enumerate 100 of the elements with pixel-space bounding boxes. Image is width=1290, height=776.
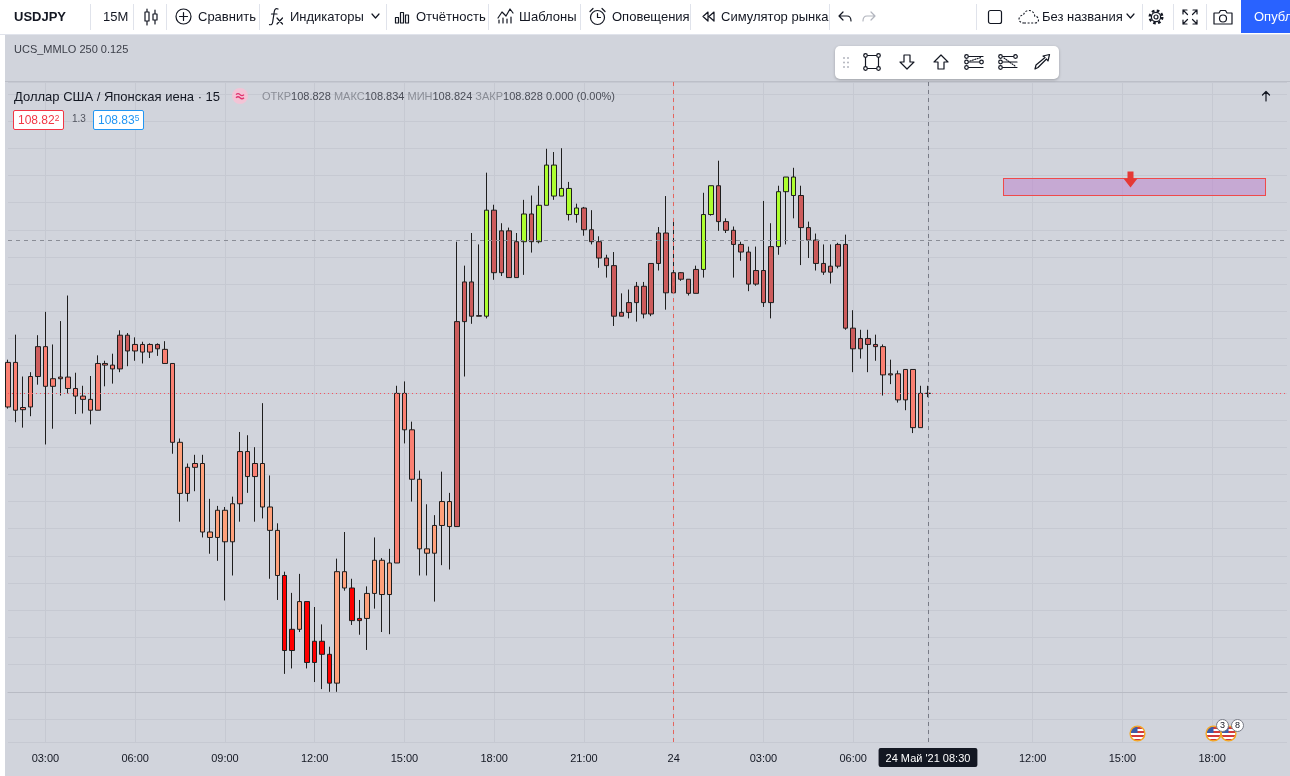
candlestick xyxy=(237,431,243,523)
candlestick xyxy=(551,151,557,201)
candlestick xyxy=(589,209,594,245)
candlestick xyxy=(514,232,519,279)
text: Без названия xyxy=(1042,9,1123,25)
candlestick xyxy=(13,334,18,423)
candlestick xyxy=(918,385,923,429)
candlestick xyxy=(327,646,332,693)
text: Шаблоны xyxy=(519,9,577,25)
candlestick xyxy=(476,243,482,317)
candlestick xyxy=(132,336,138,362)
x-tick-label: 03:00 xyxy=(749,751,778,764)
candlestick xyxy=(678,271,684,282)
text: USDJPY xyxy=(14,9,67,25)
candlestick xyxy=(753,246,759,287)
x-tick-label: 06:00 xyxy=(121,751,149,764)
candlestick xyxy=(394,385,400,564)
x-tick-label: 21:00 xyxy=(570,751,598,764)
candlestick xyxy=(177,438,183,523)
candlestick xyxy=(215,505,220,562)
candlestick xyxy=(850,309,856,373)
candlestick xyxy=(806,221,811,259)
candlestick xyxy=(895,370,901,404)
candlestick xyxy=(5,359,11,410)
candlestick xyxy=(417,470,422,576)
candlestick xyxy=(596,235,602,269)
candlestick xyxy=(372,536,377,610)
candlestick xyxy=(125,332,130,367)
x-tick-label: 24 xyxy=(667,751,680,764)
candlestick xyxy=(402,380,407,444)
candlestick xyxy=(462,265,467,378)
candlestick xyxy=(843,234,848,331)
candlestick xyxy=(73,372,78,415)
candlestick xyxy=(723,217,729,234)
candlestick xyxy=(663,195,669,311)
chart-title: Доллар США / Японская иена · 15 xyxy=(14,88,221,104)
candlestick xyxy=(319,623,325,690)
x-tick-label: 09:00 xyxy=(211,751,239,764)
candlestick xyxy=(364,585,370,651)
text: 15M xyxy=(103,9,129,25)
candlestick xyxy=(835,242,841,269)
candlestick xyxy=(387,548,392,635)
candlestick xyxy=(454,241,460,528)
candlestick xyxy=(304,601,310,669)
candlestick xyxy=(865,329,871,373)
text: 1.3 xyxy=(72,113,86,125)
candlestick xyxy=(357,599,362,636)
x-tick-label: 12:00 xyxy=(300,751,329,764)
text: Отчётность xyxy=(416,9,486,25)
candlestick xyxy=(701,192,706,279)
candlestick xyxy=(342,531,347,592)
text: 108.82$^{2}$ xyxy=(13,110,65,130)
candlestick xyxy=(140,341,145,364)
candlestick xyxy=(521,199,527,276)
candlestick xyxy=(716,160,721,232)
candlestick xyxy=(207,498,213,555)
candlestick xyxy=(656,226,661,272)
candlestick xyxy=(768,222,774,319)
candlestick xyxy=(574,203,579,224)
candlestick xyxy=(349,578,355,626)
candlestick xyxy=(693,265,699,294)
candlestick xyxy=(791,167,796,219)
text: Индикаторы xyxy=(290,9,364,25)
candlestick xyxy=(170,362,175,455)
text: Оповещения xyxy=(612,9,690,25)
chart-subtitle: ОТКР108.828 МАКС108.834 МИН108.824 ЗАКР108.828 0.000 (0.00%) xyxy=(262,90,615,102)
candlestick xyxy=(746,246,751,292)
x-tick-label: 15:00 xyxy=(1108,751,1137,764)
candlestick xyxy=(828,243,833,285)
candlestick xyxy=(536,185,542,244)
candlestick xyxy=(821,243,826,276)
candlestick xyxy=(491,204,497,281)
text: Сравнить xyxy=(198,9,256,25)
candlestick xyxy=(761,200,766,308)
candlestick xyxy=(260,402,265,519)
candlestick xyxy=(439,471,445,566)
candlestick xyxy=(88,375,93,425)
candlestick xyxy=(858,329,863,360)
candlestick xyxy=(566,181,572,222)
candlestick xyxy=(783,176,789,245)
x-tick-label: 18:00 xyxy=(1198,751,1226,764)
candlestick xyxy=(20,376,26,429)
candlestick xyxy=(200,454,205,538)
candlestick xyxy=(282,571,287,675)
candlestick xyxy=(447,492,452,571)
text: Симулятор рынка xyxy=(721,9,829,25)
x-tick-label: 15:00 xyxy=(390,751,419,764)
candlestick xyxy=(469,232,474,325)
candlestick xyxy=(910,368,916,434)
x-tick-label: 06:00 xyxy=(839,751,867,764)
candlestick xyxy=(776,185,781,256)
candlestick xyxy=(230,496,235,576)
candlestick xyxy=(544,148,549,206)
candlestick xyxy=(581,206,587,237)
candlestick xyxy=(559,147,564,197)
candlestick xyxy=(813,233,819,272)
text: 3 xyxy=(1216,719,1229,732)
candlestick xyxy=(708,185,714,217)
candlestick xyxy=(80,385,86,414)
candlestick xyxy=(903,368,908,411)
